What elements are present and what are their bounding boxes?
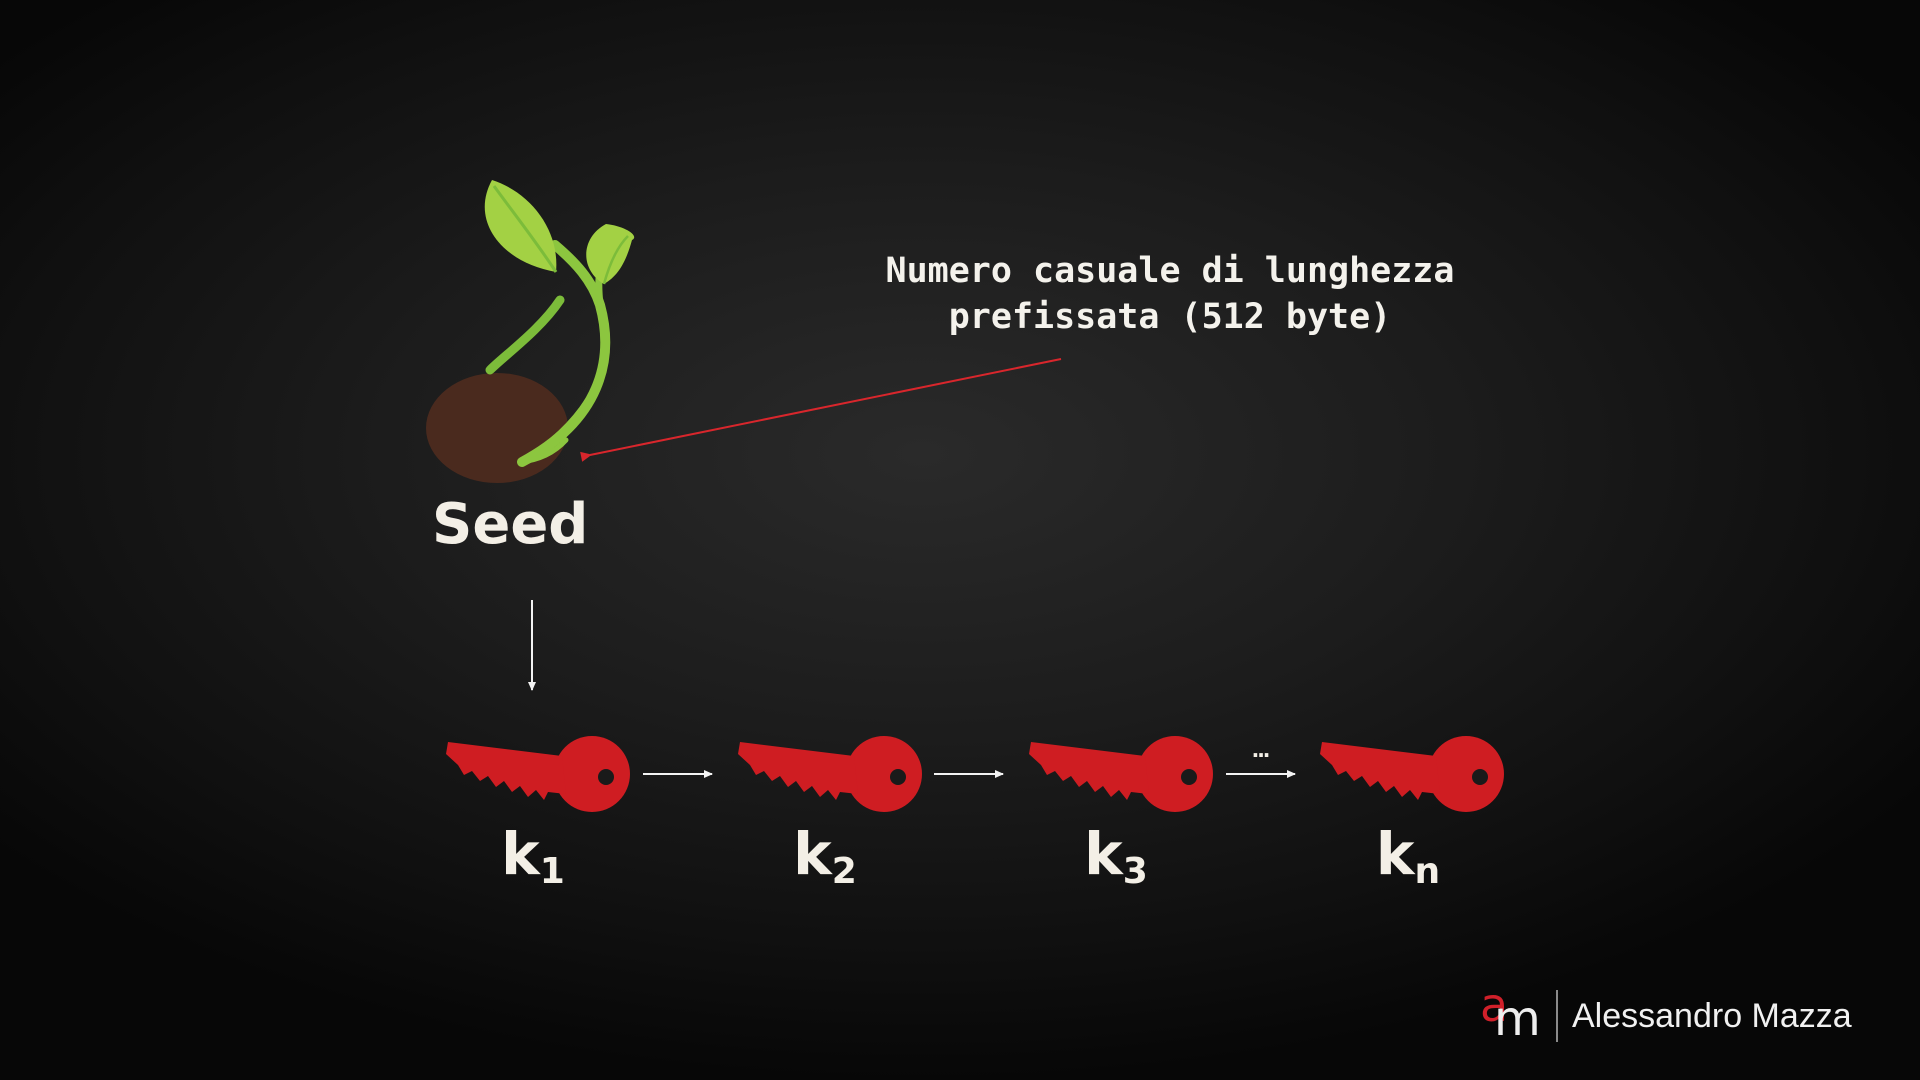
- key-label-3: k3: [1046, 820, 1186, 892]
- key-label-subscript: 2: [831, 851, 857, 892]
- key-label-base: k: [793, 820, 832, 888]
- key-label-1: k1: [463, 820, 603, 892]
- key-icon: [1320, 736, 1504, 812]
- seedling-icon: [426, 180, 635, 483]
- brand-logo: a m: [1478, 980, 1550, 1047]
- seed-annotation: Numero casuale di lunghezza prefissata (…: [820, 248, 1520, 340]
- key-label-2: k2: [755, 820, 895, 892]
- key-label-n: kn: [1338, 820, 1478, 892]
- ellipsis-label: ...: [1251, 738, 1271, 762]
- key-label-subscript: n: [1414, 851, 1441, 892]
- key-icon: [1029, 736, 1213, 812]
- key-label-base: k: [1375, 820, 1415, 888]
- annotation-line-2: prefissata (512 byte): [948, 297, 1392, 337]
- brand-logo-a: a: [1480, 978, 1509, 1032]
- brand-logo-m: m: [1494, 991, 1541, 1047]
- seed-label: Seed: [432, 492, 589, 557]
- brand-name: Alessandro Mazza: [1572, 996, 1852, 1035]
- key-label-base: k: [501, 820, 540, 888]
- annotation-line-1: Numero casuale di lunghezza: [885, 251, 1455, 291]
- key-label-subscript: 1: [539, 851, 565, 892]
- key-label-subscript: 3: [1122, 851, 1148, 892]
- key-label-base: k: [1084, 820, 1123, 888]
- brand-divider: [1556, 990, 1558, 1042]
- brand-watermark: a m Alessandro Mazza: [1478, 980, 1852, 1047]
- key-icon: [738, 736, 922, 812]
- key-icon: [446, 736, 630, 812]
- annotation-arrow: [580, 358, 1062, 462]
